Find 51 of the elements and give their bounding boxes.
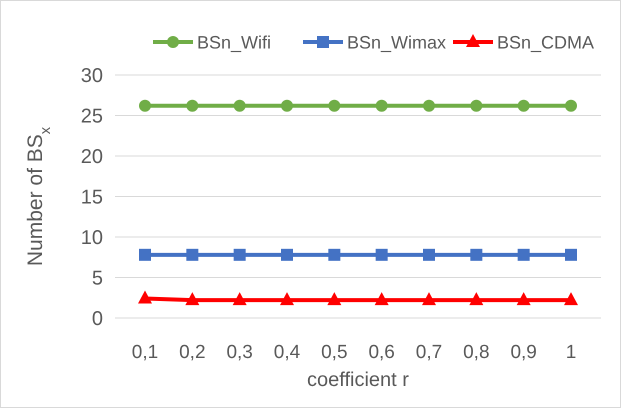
- x-tick-label: 0,2: [179, 342, 206, 363]
- y-tick-label: 15: [80, 186, 103, 208]
- point: [234, 100, 246, 112]
- point: [186, 100, 198, 112]
- x-tick-label: 0,1: [132, 342, 158, 363]
- point: [374, 292, 389, 306]
- point: [422, 292, 436, 306]
- legend-label: BSn_Wifi: [197, 32, 272, 52]
- point: [328, 100, 340, 112]
- point: [232, 292, 247, 306]
- point: [470, 248, 482, 261]
- x-tick-label: 0,9: [510, 342, 537, 363]
- y-tick-label: 5: [92, 268, 103, 290]
- point: [281, 100, 293, 112]
- point: [564, 292, 578, 306]
- x-tick-label: 0,3: [226, 342, 253, 363]
- point: [185, 292, 200, 306]
- point: [423, 100, 435, 112]
- x-tick-label: 0,7: [416, 342, 442, 363]
- x-tick-label: 0,6: [368, 342, 395, 363]
- point: [280, 292, 294, 306]
- y-tick-label: 20: [80, 146, 103, 168]
- point: [565, 248, 577, 261]
- point: [565, 100, 577, 112]
- y-tick-label: 0: [92, 308, 103, 330]
- point: [234, 248, 246, 261]
- point: [518, 248, 530, 261]
- x-tick-label: 0,8: [463, 342, 490, 363]
- point: [328, 248, 340, 261]
- legend-label: BSn_Wimax: [347, 32, 446, 52]
- y-tick-label: 25: [80, 106, 103, 128]
- point: [376, 248, 388, 261]
- point: [423, 248, 435, 261]
- point: [327, 292, 342, 306]
- x-axis-title: coefficient r: [307, 369, 410, 391]
- point: [376, 100, 388, 112]
- x-tick-label: 0,4: [274, 342, 301, 363]
- point: [186, 248, 198, 261]
- point: [470, 100, 482, 112]
- point: [518, 100, 530, 112]
- point: [516, 292, 531, 306]
- x-tick-label: 1: [566, 342, 576, 363]
- y-tick-label: 10: [80, 227, 103, 249]
- x-tick-label: 0,5: [321, 342, 348, 363]
- legend-label: BSn_CDMA: [497, 32, 594, 52]
- y-tick-label: 30: [80, 65, 103, 87]
- point: [469, 292, 484, 306]
- point: [138, 290, 152, 304]
- point: [139, 100, 151, 112]
- point: [139, 248, 151, 261]
- point: [281, 248, 293, 261]
